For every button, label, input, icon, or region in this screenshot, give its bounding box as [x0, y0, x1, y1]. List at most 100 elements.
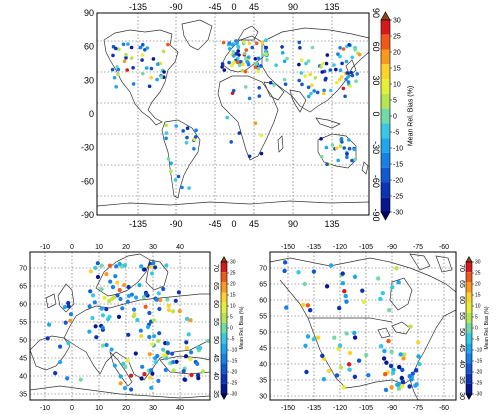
colorbar-segment [381, 64, 390, 80]
colorbar-tick-label: 20 [475, 282, 481, 288]
colorbar-segment [221, 383, 227, 394]
station-marker [341, 86, 346, 91]
x-tick-label-top: -135 [307, 244, 321, 251]
station-marker [321, 377, 326, 382]
y-tick-label: 65 [259, 281, 267, 288]
y-tick-label: 55 [19, 319, 27, 326]
station-marker [156, 378, 161, 383]
station-marker [95, 261, 100, 266]
station-marker [126, 42, 130, 46]
colorbar-tick-label: 15 [475, 293, 481, 299]
station-marker [122, 386, 128, 391]
station-marker [165, 341, 170, 346]
x-tick-label-top: 30 [149, 244, 157, 251]
station-marker [164, 123, 168, 128]
station-marker [108, 279, 113, 284]
station-marker [181, 129, 185, 133]
station-marker [118, 374, 123, 379]
station-marker [117, 288, 122, 293]
station-marker [299, 58, 304, 62]
station-marker [259, 133, 264, 138]
station-marker [189, 350, 194, 355]
station-marker [408, 324, 413, 329]
station-marker [320, 70, 325, 74]
station-marker [110, 285, 116, 290]
x-tick-label: 30 [149, 405, 157, 412]
y-tick-label-right: 30 [371, 75, 381, 85]
station-marker [235, 41, 239, 46]
station-marker [188, 357, 193, 362]
colorbar-tick-label: -30 [393, 209, 403, 216]
y-tick-label-right: 55 [458, 312, 465, 320]
station-marker [303, 74, 308, 78]
x-tick-label: 135 [324, 219, 339, 229]
station-marker [309, 91, 313, 96]
station-marker [348, 84, 352, 88]
station-marker [340, 271, 345, 276]
colorbar-segment [466, 312, 472, 323]
station-marker [236, 44, 240, 49]
station-marker [159, 75, 164, 79]
station-marker [236, 49, 240, 53]
station-marker [407, 374, 412, 379]
x-tick-label-top: -45 [208, 2, 221, 12]
station-marker [115, 280, 120, 285]
station-marker [231, 50, 236, 54]
station-marker [253, 65, 258, 69]
station-marker [350, 158, 354, 163]
station-marker [325, 162, 329, 166]
station-marker [122, 263, 127, 268]
station-marker [169, 161, 173, 165]
station-marker [349, 70, 353, 75]
station-marker [305, 303, 311, 308]
colorbar-tick-label: 30 [230, 260, 236, 266]
station-marker [100, 313, 106, 318]
station-marker [256, 56, 261, 61]
station-marker [307, 94, 311, 99]
station-marker [334, 146, 339, 150]
station-marker [122, 282, 127, 288]
station-marker [256, 66, 261, 71]
station-marker [166, 308, 172, 313]
y-tick-label: 50 [259, 329, 267, 336]
colorbar-segment [381, 79, 390, 94]
colorbar-segment [221, 333, 227, 344]
colorbar-tick-label: 25 [475, 271, 481, 277]
y-tick-label: 0 [89, 109, 94, 119]
station-marker [352, 147, 357, 152]
y-tick-label-right: 60 [458, 296, 465, 304]
station-marker [324, 61, 329, 66]
colorbar-tick-label: 30 [393, 17, 401, 24]
colorbar-tick-label: -20 [230, 370, 237, 376]
station-marker [62, 305, 67, 310]
y-tick-label: 35 [19, 391, 27, 398]
station-marker [154, 297, 159, 302]
station-marker [138, 45, 143, 50]
station-marker [155, 62, 160, 66]
station-marker [115, 293, 120, 298]
station-marker [311, 269, 317, 274]
station-marker [68, 318, 73, 323]
colorbar-tick-label: -5 [230, 337, 235, 343]
y-tick-label-right: 35 [458, 376, 465, 384]
station-marker [347, 138, 351, 142]
north-america-tick-labels: -150 -150 -135 -135 -120 -120 -105 -105 -90 -90 -7… [259, 244, 465, 412]
station-marker [296, 270, 301, 275]
station-marker [125, 358, 130, 363]
station-marker [310, 45, 315, 50]
station-marker [297, 78, 302, 83]
station-marker [129, 387, 134, 392]
station-marker [250, 45, 254, 50]
colorbar-segment [221, 322, 227, 334]
x-tick-label: -60 [439, 405, 449, 412]
y-tick-label: 30 [259, 393, 267, 400]
station-marker [164, 131, 169, 135]
station-marker [93, 324, 98, 329]
y-tick-label: 50 [19, 337, 27, 344]
station-marker [389, 349, 394, 354]
station-marker [340, 140, 344, 144]
station-marker [352, 330, 357, 336]
colorbar-tick-label: 5 [475, 315, 478, 321]
station-marker [184, 340, 189, 345]
station-marker [340, 61, 344, 66]
